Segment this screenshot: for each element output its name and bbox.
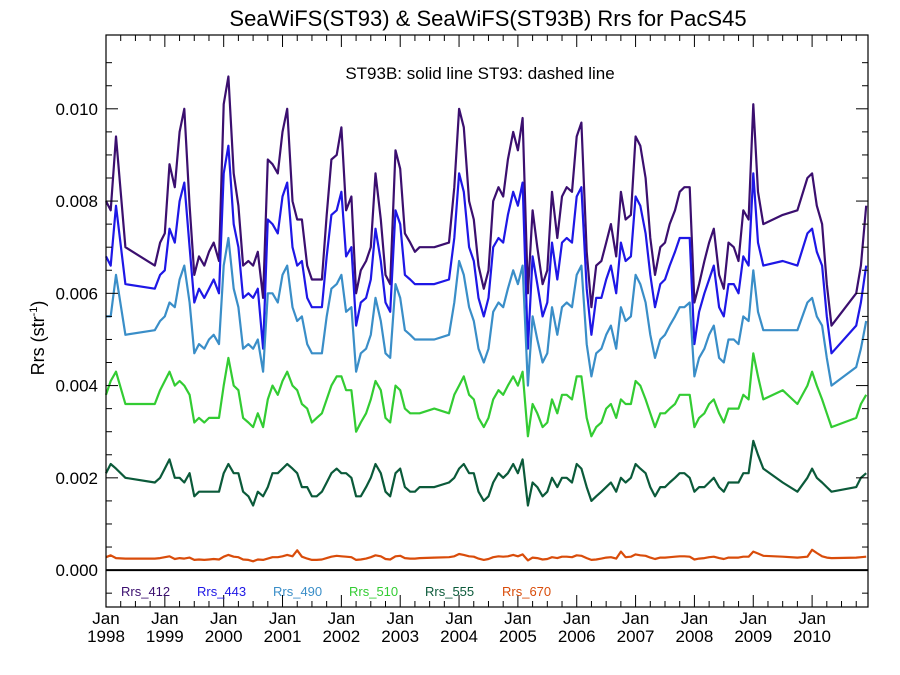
chart-title: SeaWiFS(ST93) & SeaWiFS(ST93B) Rrs for P…	[229, 6, 746, 31]
line-style-note: ST93B: solid line ST93: dashed line	[345, 64, 614, 83]
x-tick-label-year: 2003	[381, 627, 419, 646]
x-tick-label-month: Jan	[92, 609, 119, 628]
x-tick-label-year: 2006	[558, 627, 596, 646]
plot-frame	[105, 34, 869, 608]
x-tick-label-year: 2002	[322, 627, 360, 646]
plot-layer: 0.0000.0020.0040.0060.0080.010Jan1998Jan…	[55, 34, 869, 646]
x-tick-label-month: Jan	[798, 609, 825, 628]
x-tick-label-year: 2010	[793, 627, 831, 646]
y-tick-label: 0.000	[55, 561, 98, 580]
x-tick-label-month: Jan	[210, 609, 237, 628]
y-tick-label: 0.002	[55, 469, 98, 488]
x-tick-label-month: Jan	[622, 609, 649, 628]
y-axis-label-main: Rrs (str	[28, 316, 48, 375]
legend-entry-rrs-490: Rrs_490	[273, 584, 322, 599]
x-tick-label-month: Jan	[386, 609, 413, 628]
series-line-rrs-510	[104, 352, 868, 438]
series-line-rrs-490	[106, 236, 868, 387]
y-axis-label-close: )	[28, 301, 48, 307]
x-tick-label-month: Jan	[563, 609, 590, 628]
x-tick-label-month: Jan	[445, 609, 472, 628]
y-axis-label: Rrs (str-1)	[28, 301, 48, 376]
x-tick-label-year: 2004	[440, 627, 478, 646]
x-tick-label-year: 1999	[146, 627, 184, 646]
series-line-rrs-443	[105, 144, 868, 355]
x-tick-label-year: 2007	[617, 627, 655, 646]
legend-entry-rrs-510: Rrs_510	[349, 584, 398, 599]
y-tick-label: 0.004	[55, 377, 98, 396]
legend-entry-rrs-412: Rrs_412	[121, 584, 170, 599]
x-tick-label-month: Jan	[681, 609, 708, 628]
x-tick-label-year: 2005	[499, 627, 537, 646]
y-tick-label: 0.008	[55, 192, 98, 211]
series-line-rrs-555	[105, 439, 867, 507]
legend-entry-rrs-555: Rrs_555	[425, 584, 474, 599]
series-line-rrs-412	[105, 75, 868, 327]
x-tick-label-month: Jan	[740, 609, 767, 628]
y-tick-label: 0.010	[55, 100, 98, 119]
x-tick-label-year: 2000	[205, 627, 243, 646]
x-tick-label-month: Jan	[328, 609, 355, 628]
x-tick-label-year: 2001	[264, 627, 302, 646]
legend-entry-rrs-443: Rrs_443	[197, 584, 246, 599]
x-tick-label-month: Jan	[504, 609, 531, 628]
legend-entry-rrs-670: Rrs_670	[502, 584, 551, 599]
series-line-rrs-670	[105, 548, 867, 563]
y-axis-label-superscript: -1	[28, 307, 40, 317]
x-tick-label-month: Jan	[151, 609, 178, 628]
x-tick-label-month: Jan	[269, 609, 296, 628]
x-tick-label-year: 2009	[734, 627, 772, 646]
y-tick-label: 0.006	[55, 284, 98, 303]
x-tick-label-year: 2008	[676, 627, 714, 646]
x-tick-label-year: 1998	[87, 627, 125, 646]
